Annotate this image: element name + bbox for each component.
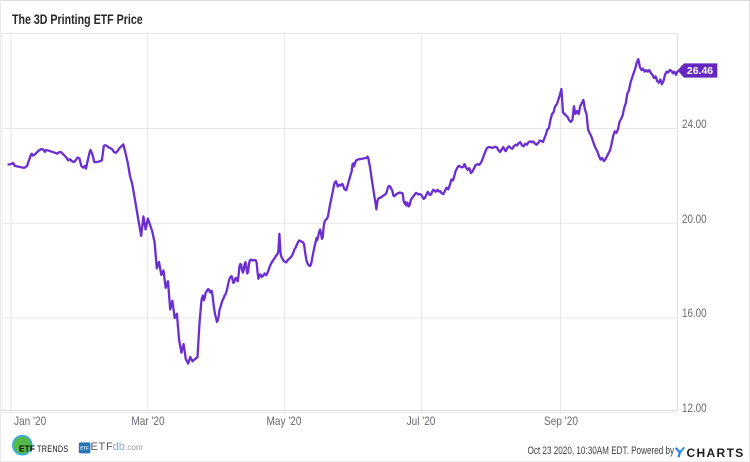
svg-text:26.46: 26.46: [687, 65, 713, 77]
svg-text:.com: .com: [125, 443, 143, 452]
svg-text:ETF: ETF: [19, 444, 35, 454]
svg-text:ETF: ETF: [80, 446, 89, 451]
svg-text:CHARTS: CHARTS: [687, 446, 745, 460]
svg-text:db: db: [113, 441, 125, 453]
svg-text:ETF: ETF: [91, 441, 114, 453]
